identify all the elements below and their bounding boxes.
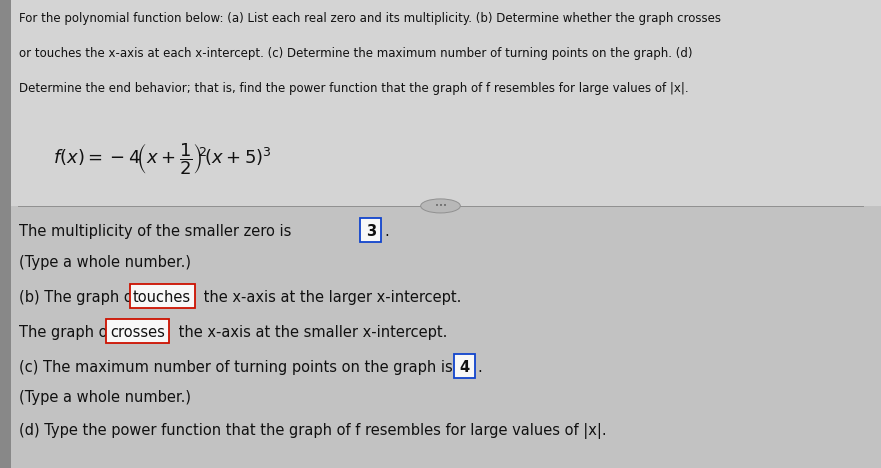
Bar bbox=[0, 0, 11, 468]
Text: 4: 4 bbox=[459, 360, 470, 375]
Ellipse shape bbox=[421, 199, 460, 213]
Text: or touches the x-axis at each x-intercept. (c) Determine the maximum number of t: or touches the x-axis at each x-intercep… bbox=[19, 47, 692, 60]
FancyBboxPatch shape bbox=[454, 354, 475, 378]
Text: (c) The maximum number of turning points on the graph is: (c) The maximum number of turning points… bbox=[19, 360, 458, 375]
Text: The multiplicity of the smaller zero is: The multiplicity of the smaller zero is bbox=[19, 224, 296, 239]
Text: .: . bbox=[384, 224, 389, 239]
Text: 3: 3 bbox=[366, 224, 376, 239]
Text: crosses: crosses bbox=[110, 325, 165, 340]
FancyBboxPatch shape bbox=[360, 218, 381, 242]
Text: the x-axis at the larger x-intercept.: the x-axis at the larger x-intercept. bbox=[199, 290, 462, 305]
Text: touches: touches bbox=[133, 290, 191, 305]
FancyBboxPatch shape bbox=[130, 284, 195, 308]
Text: .: . bbox=[478, 360, 482, 375]
Text: (b) The graph of f: (b) The graph of f bbox=[19, 290, 152, 305]
Text: The graph of f: The graph of f bbox=[19, 325, 128, 340]
Bar bbox=[0, 206, 881, 468]
Bar bbox=[0, 0, 881, 206]
Text: $f(x)=-4\!\left(x+\dfrac{1}{2}\right)^{\!\!2}\!(x+5)^3$: $f(x)=-4\!\left(x+\dfrac{1}{2}\right)^{\… bbox=[53, 141, 271, 177]
Text: •••: ••• bbox=[434, 203, 447, 209]
Text: Determine the end behavior; that is, find the power function that the graph of f: Determine the end behavior; that is, fin… bbox=[19, 82, 689, 95]
Text: the x-axis at the smaller x-intercept.: the x-axis at the smaller x-intercept. bbox=[174, 325, 447, 340]
FancyBboxPatch shape bbox=[106, 319, 169, 343]
Text: For the polynomial function below: (a) List each real zero and its multiplicity.: For the polynomial function below: (a) L… bbox=[19, 12, 722, 25]
Text: (d) Type the power function that the graph of f resembles for large values of |x: (d) Type the power function that the gra… bbox=[19, 423, 607, 439]
Text: (Type a whole number.): (Type a whole number.) bbox=[19, 255, 191, 270]
Text: (Type a whole number.): (Type a whole number.) bbox=[19, 390, 191, 405]
